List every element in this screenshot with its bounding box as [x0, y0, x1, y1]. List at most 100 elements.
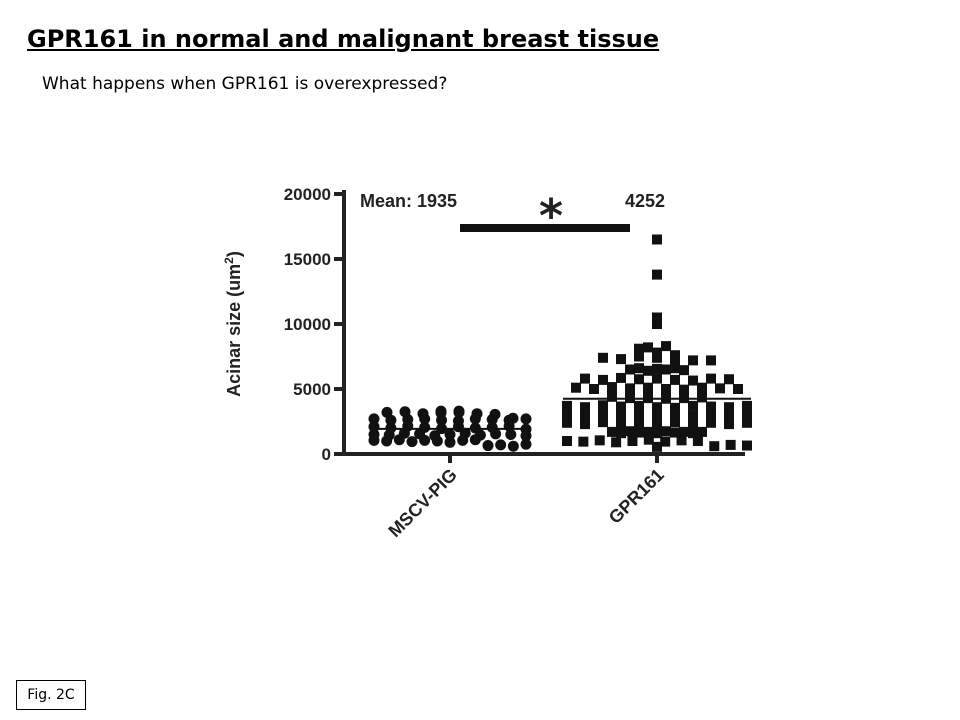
- data-point: [562, 436, 572, 446]
- data-point: [607, 426, 617, 437]
- data-point: [444, 429, 456, 440]
- data-point: [381, 435, 393, 447]
- data-point: [616, 418, 626, 429]
- data-point: [419, 413, 431, 425]
- data-point: [688, 355, 698, 366]
- data-point: [652, 347, 662, 358]
- data-point: [688, 410, 698, 421]
- data-point: [634, 427, 644, 438]
- data-point: [643, 426, 653, 437]
- data-point: [688, 418, 698, 429]
- data-point: [643, 365, 653, 376]
- data-point: [670, 417, 680, 428]
- data-point: [661, 364, 671, 375]
- data-point: [724, 374, 734, 385]
- y-tick-label: 10000: [284, 315, 331, 334]
- data-point: [661, 384, 671, 394]
- data-point: [505, 429, 517, 440]
- data-point: [607, 382, 617, 393]
- data-point: [724, 402, 734, 413]
- data-point: [679, 365, 689, 376]
- data-point: [453, 406, 465, 418]
- y-tick-label: 20000: [284, 185, 331, 204]
- data-point: [670, 427, 680, 438]
- data-point: [652, 419, 662, 430]
- data-point: [652, 363, 662, 374]
- data-point: [457, 434, 469, 446]
- data-point: [444, 436, 456, 448]
- data-point: [643, 382, 653, 393]
- data-point: [652, 402, 662, 413]
- data-point: [598, 374, 608, 385]
- data-point: [580, 411, 590, 422]
- data-point: [520, 430, 532, 442]
- data-point: [495, 439, 507, 451]
- data-point: [670, 409, 680, 420]
- y-tick-label: 0: [322, 445, 331, 464]
- data-point: [742, 440, 752, 451]
- data-point: [670, 402, 680, 413]
- data-point: [598, 352, 608, 363]
- data-point: [634, 351, 644, 362]
- data-point: [643, 342, 653, 353]
- data-point: [706, 410, 716, 420]
- data-point: [368, 434, 380, 446]
- data-point: [580, 419, 590, 430]
- data-point: [406, 436, 418, 448]
- data-point: [589, 384, 599, 394]
- mean-label-gpr161: 4252: [625, 191, 665, 211]
- data-point: [661, 341, 671, 352]
- data-point: [706, 401, 716, 412]
- acinar-size-chart: 0 5000 10000 15000 20000 MSCV-PIG GPR161 Acinar…: [222, 185, 752, 541]
- data-point: [385, 414, 397, 426]
- data-point: [661, 426, 671, 437]
- data-point: [580, 373, 590, 384]
- data-point: [652, 428, 662, 439]
- data-point: [393, 434, 405, 446]
- data-point: [616, 428, 626, 439]
- data-point: [616, 410, 626, 421]
- y-tick-label: 15000: [284, 250, 331, 269]
- data-point: [679, 384, 689, 395]
- data-point: [724, 411, 734, 422]
- data-point: [688, 400, 698, 411]
- data-point: [706, 417, 716, 428]
- data-point: [742, 410, 752, 420]
- data-point: [652, 441, 662, 452]
- data-point: [697, 426, 707, 437]
- data-point: [697, 392, 707, 403]
- mean-label-control: Mean: 1935: [360, 191, 457, 211]
- x-tick-label: MSCV-PIG: [384, 465, 460, 541]
- data-point: [562, 417, 572, 428]
- data-point: [697, 382, 707, 393]
- data-point: [520, 413, 532, 425]
- y-tick-label: 5000: [293, 380, 331, 399]
- data-point: [634, 417, 644, 428]
- data-point: [419, 434, 431, 446]
- data-point: [431, 435, 443, 447]
- data-point: [709, 441, 720, 452]
- data-point: [520, 438, 532, 450]
- data-point: [616, 372, 626, 383]
- slide-subtitle: What happens when GPR161 is overexpresse…: [42, 74, 448, 94]
- y-axis-title: Acinar size (um2): [222, 251, 244, 397]
- data-point: [652, 319, 662, 329]
- data-point: [725, 439, 736, 450]
- data-point: [578, 436, 589, 447]
- data-point: [688, 375, 698, 386]
- data-point: [706, 373, 716, 384]
- data-point: [486, 414, 498, 426]
- data-point: [598, 400, 608, 411]
- data-point: [482, 440, 494, 452]
- data-point: [598, 417, 608, 428]
- slide-title: GPR161 in normal and malignant breast ti…: [27, 25, 660, 53]
- data-point: [634, 410, 644, 420]
- data-point: [652, 373, 662, 384]
- data-point: [625, 364, 635, 375]
- data-point: [652, 234, 662, 245]
- data-point: [715, 383, 725, 394]
- data-point: [652, 352, 662, 363]
- figure-label: Fig. 2C: [16, 680, 86, 710]
- data-point: [660, 436, 671, 447]
- data-point: [490, 428, 502, 440]
